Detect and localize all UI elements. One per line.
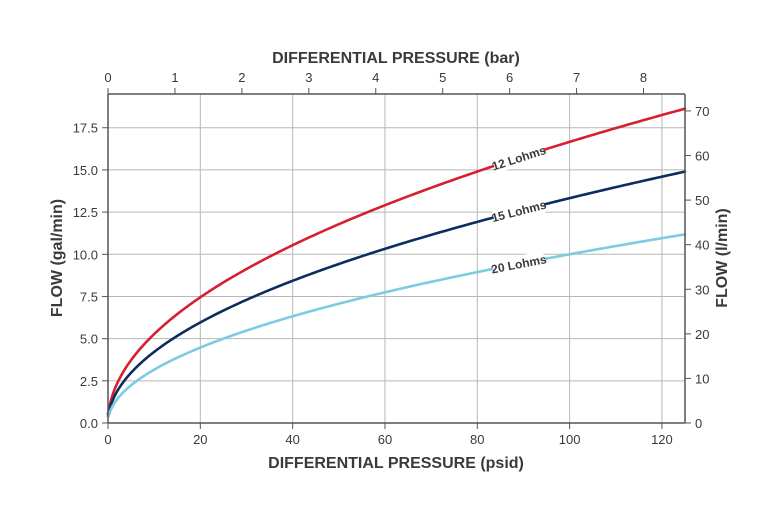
y2-tick-label: 30 [695, 282, 709, 297]
y-tick-label: 0.0 [80, 416, 98, 431]
x2-tick-label: 6 [506, 70, 513, 85]
y-tick-label: 10.0 [73, 247, 98, 262]
x2-tick-label: 3 [305, 70, 312, 85]
series-label-group-12-lohms: 12 Lohms [490, 142, 548, 174]
x2-tick-label: 7 [573, 70, 580, 85]
x-tick-label: 20 [193, 432, 207, 447]
series-label-bg-12-lohms [491, 142, 547, 174]
x-tick-label: 0 [104, 432, 111, 447]
x2-tick-label: 0 [104, 70, 111, 85]
x2-tick-label: 8 [640, 70, 647, 85]
y-tick-label: 12.5 [73, 205, 98, 220]
x-axis-title: DIFFERENTIAL PRESSURE (psid) [268, 455, 524, 472]
y2-axis-title: FLOW (l/min) [714, 208, 731, 308]
y-tick-label: 5.0 [80, 332, 98, 347]
x-tick-label: 100 [559, 432, 581, 447]
y2-tick-label: 10 [695, 371, 709, 386]
x2-axis-title: DIFFERENTIAL PRESSURE (bar) [272, 50, 520, 67]
y2-tick-label: 20 [695, 327, 709, 342]
y2-tick-label: 50 [695, 193, 709, 208]
y2-tick-label: 70 [695, 104, 709, 119]
series-label-group-15-lohms: 15 Lohms [490, 196, 548, 226]
series-label-bg-15-lohms [491, 196, 546, 226]
x-tick-label: 40 [285, 432, 299, 447]
x2-tick-label: 1 [171, 70, 178, 85]
x-tick-label: 80 [470, 432, 484, 447]
grid-lines [108, 94, 685, 423]
y2-tick-label: 0 [695, 416, 702, 431]
y-axis-title: FLOW (gal/min) [49, 199, 66, 317]
x2-tick-label: 2 [238, 70, 245, 85]
y2-tick-label: 60 [695, 149, 709, 164]
y2-tick-label: 40 [695, 238, 709, 253]
series-line-12-lohms [106, 107, 687, 415]
y-tick-label: 15.0 [73, 163, 98, 178]
x-tick-label: 60 [378, 432, 392, 447]
series-label-12-lohms: 12 Lohms [490, 143, 548, 174]
series-line-15-lohms [106, 170, 687, 416]
flow-curves [106, 107, 687, 418]
series-label-bg-20-lohms [491, 251, 546, 277]
x2-tick-label: 5 [439, 70, 446, 85]
y-tick-label: 17.5 [73, 121, 98, 136]
y-tick-label: 2.5 [80, 374, 98, 389]
x-tick-label: 120 [651, 432, 673, 447]
axes [102, 88, 691, 429]
x2-tick-label: 4 [372, 70, 379, 85]
y-tick-label: 7.5 [80, 289, 98, 304]
series-label-15-lohms: 15 Lohms [490, 198, 548, 226]
